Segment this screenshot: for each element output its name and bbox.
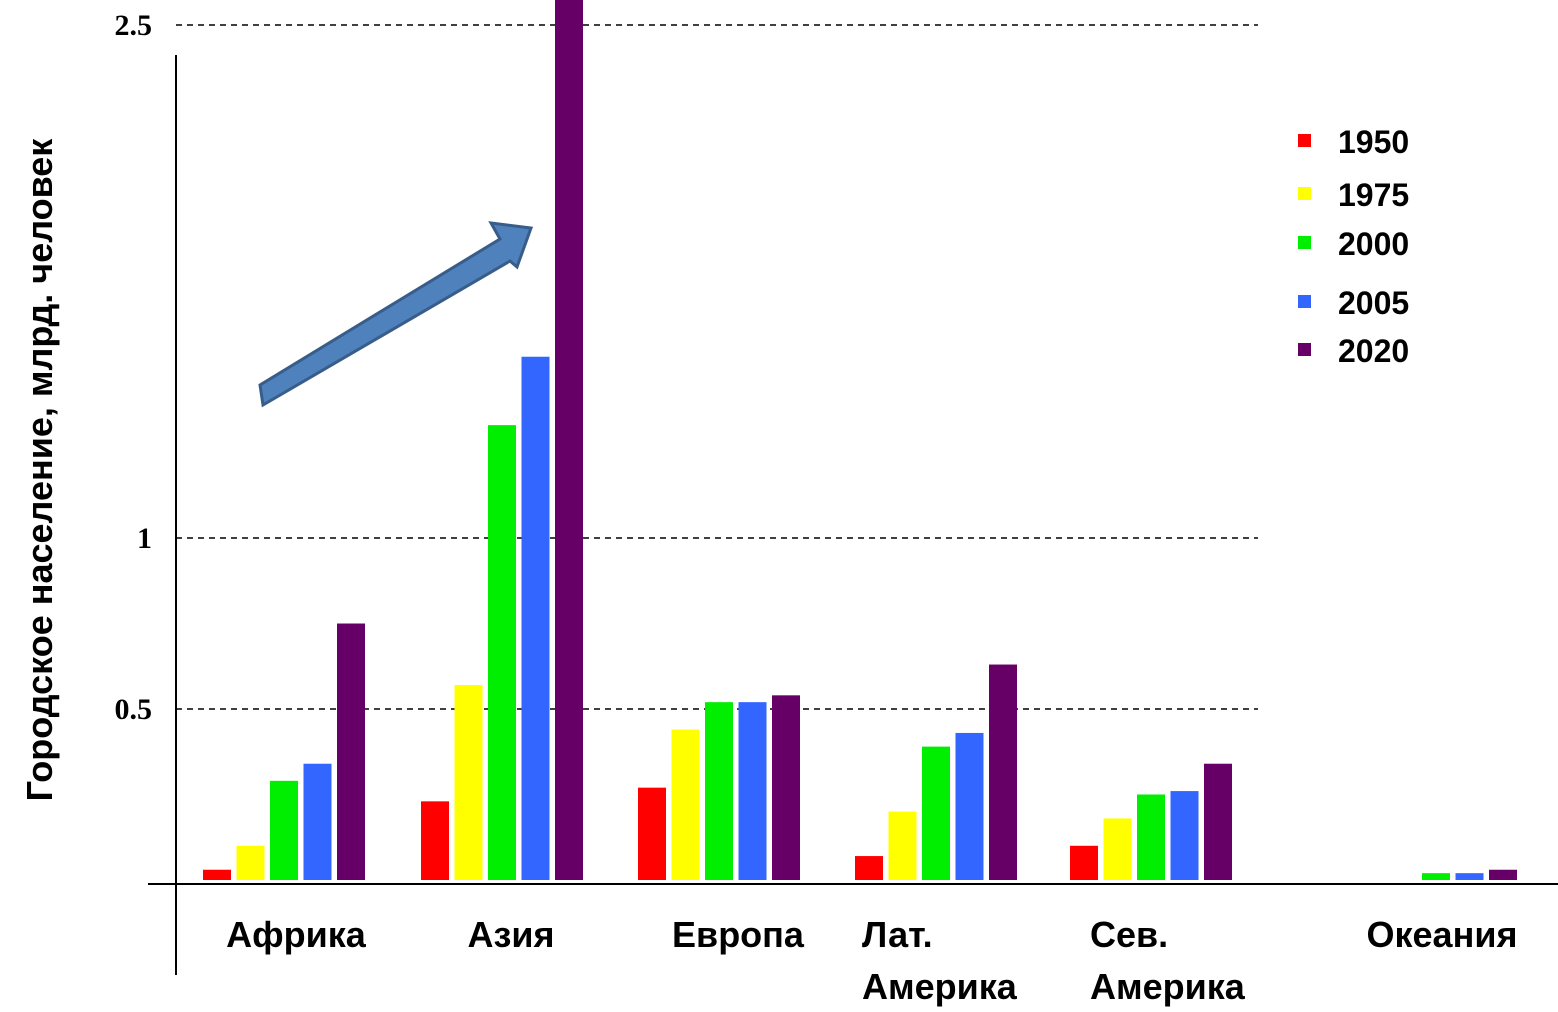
legend-swatch	[1298, 187, 1311, 200]
bar	[454, 685, 483, 880]
legend-label: 1975	[1338, 177, 1409, 213]
y-tick-label: 2.5	[115, 9, 153, 42]
bar	[1137, 794, 1165, 880]
y-tick-label: 0.5	[115, 693, 153, 726]
bar	[1170, 791, 1199, 880]
y-axis-label-container: Городское население, млрд. человек	[0, 0, 70, 1012]
bar	[638, 787, 666, 880]
legend-swatch	[1298, 295, 1311, 308]
legend-label: 2020	[1338, 333, 1409, 369]
bar	[1070, 845, 1098, 880]
bar	[203, 869, 231, 880]
bar	[521, 356, 550, 880]
legend-label: 1950	[1338, 124, 1409, 160]
trend-arrow-shape	[258, 221, 534, 408]
legend-label: 2005	[1338, 285, 1409, 321]
bar	[555, 0, 583, 880]
category-label: Азия	[467, 914, 554, 955]
category-label: Сев.	[1090, 914, 1168, 955]
axes	[148, 55, 1558, 975]
bar	[922, 746, 950, 880]
category-label: Африка	[226, 914, 367, 955]
y-tick-label: 1	[137, 522, 152, 555]
trend-arrow	[258, 221, 534, 408]
legend-label: 2000	[1338, 226, 1409, 262]
bar	[888, 811, 917, 880]
bar	[270, 780, 298, 880]
bar	[421, 801, 449, 880]
bar	[488, 425, 516, 880]
bar	[955, 732, 984, 880]
bar	[1489, 869, 1517, 880]
y-tick-labels: 0.5 1 2.5	[115, 9, 153, 726]
gridlines	[176, 24, 1258, 710]
bar	[236, 845, 265, 880]
legend-swatch	[1298, 236, 1311, 249]
bar	[337, 623, 365, 880]
category-label: Америка	[862, 966, 1018, 1007]
bar	[772, 695, 800, 880]
legend-swatch	[1298, 134, 1311, 147]
y-axis-label: Городское население, млрд. человек	[19, 138, 60, 802]
bar	[738, 702, 767, 880]
bar	[1455, 873, 1484, 880]
bar	[1103, 818, 1132, 880]
category-label: Лат.	[862, 914, 933, 955]
bar	[303, 763, 332, 880]
bar	[1204, 763, 1232, 880]
category-labels: Африка Азия Европа Лат. Америка Сев. Америка Ок…	[226, 914, 1517, 1007]
category-label: Европа	[672, 914, 805, 955]
bar	[705, 702, 733, 880]
bar	[671, 729, 700, 880]
category-label: Америка	[1090, 966, 1246, 1007]
bar	[855, 856, 883, 880]
legend-swatch	[1298, 343, 1311, 356]
bars	[203, 0, 1517, 880]
bar	[989, 664, 1017, 880]
category-label: Океания	[1367, 914, 1518, 955]
legend: 1950 1975 2000 2005 2020	[1298, 124, 1409, 369]
bar	[1422, 873, 1450, 880]
